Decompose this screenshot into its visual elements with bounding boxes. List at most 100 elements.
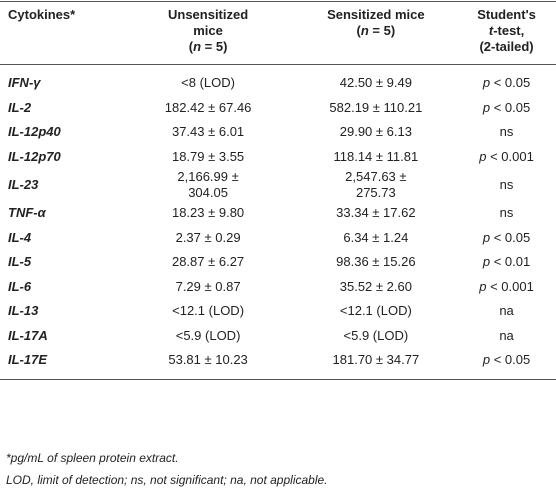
table-cell: 42.50 ± 9.49 — [295, 65, 457, 96]
table-row: IL-5 28.87 ± 6.27 98.36 ± 15.26 p < 0.01 — [0, 250, 556, 275]
table-cell: 18.23 ± 9.80 — [122, 201, 295, 226]
table-row: IL-12p40 37.43 ± 6.01 29.90 ± 6.13 ns — [0, 120, 556, 145]
text: p — [482, 99, 491, 115]
table-cell: 28.87 ± 6.27 — [122, 250, 295, 275]
footnote: LOD, limit of detection; ns, not signifi… — [6, 473, 328, 487]
table-row: IL-17E 53.81 ± 10.23 181.70 ± 34.77 p < 0.0… — [0, 348, 556, 380]
table-cell: <5.9 (LOD) — [122, 324, 295, 349]
text: t — [488, 23, 494, 38]
table-cell: IL-13 — [0, 299, 122, 324]
table-cell: IL-5 — [0, 250, 122, 275]
text: TNF-α — [8, 205, 46, 221]
text: n — [193, 39, 202, 54]
text: 18.79 ± 3.55 — [171, 148, 245, 164]
text: ( — [188, 39, 194, 54]
text: p — [482, 352, 491, 368]
text: < 0.001 — [486, 148, 534, 164]
text: ns — [499, 124, 514, 140]
table-cell: 37.43 ± 6.01 — [122, 120, 295, 145]
text: 182.42 ± 67.46 — [164, 99, 252, 115]
header-row: Cytokines* Unsensitized mice (n = 5) Sensiti… — [0, 1, 556, 65]
text: na — [499, 303, 514, 319]
text: (2-tailed) — [479, 39, 534, 54]
header-cell: Student's t-test, (2-tailed) — [457, 1, 556, 65]
text: IL-2 — [8, 99, 32, 115]
text: p — [482, 254, 491, 270]
table-cell: <5.9 (LOD) — [295, 324, 457, 349]
table-cell: IL-2 — [0, 96, 122, 121]
text: p — [479, 278, 487, 294]
table-cell: IL-4 — [0, 226, 122, 251]
table-cell: <12.1 (LOD) — [122, 299, 295, 324]
table-cell: 53.81 ± 10.23 — [121, 348, 295, 380]
table-cell: p < 0.05 — [457, 96, 556, 121]
table-cell: 118.14 ± 11.81 — [295, 145, 457, 170]
text: <5.9 (LOD) — [175, 327, 241, 343]
cytokine-table: Cytokines* Unsensitized mice (n = 5) Sensiti… — [0, 1, 556, 380]
table-row: IL-6 7.29 ± 0.87 35.52 ± 2.60 p < 0.001 — [0, 275, 556, 300]
text: = 5) — [368, 23, 396, 38]
table-cell: IL-17A — [0, 324, 122, 349]
text: < 0.001 — [486, 278, 534, 294]
text: < 0.05 — [490, 229, 531, 245]
text: ns — [499, 205, 514, 221]
table-header: Cytokines* Unsensitized mice (n = 5) Sensiti… — [0, 1, 556, 65]
table-cell: 18.79 ± 3.55 — [122, 145, 295, 170]
table-cell: TNF-α — [0, 201, 122, 226]
text: = 5) — [201, 39, 228, 54]
text: IL-6 — [8, 278, 32, 294]
table-cell: 2.37 ± 0.29 — [122, 226, 295, 251]
table-cell: IL-12p70 — [0, 145, 122, 170]
text: p — [479, 148, 487, 164]
text: IL-12p40 — [8, 124, 61, 140]
footnote: *pg/mL of spleen protein extract. — [6, 451, 179, 465]
header-cell: Cytokines* — [0, 1, 122, 65]
text: <12.1 (LOD) — [339, 303, 412, 319]
table-row: IL-12p70 18.79 ± 3.55 118.14 ± 11.81 p < 0.… — [0, 145, 556, 170]
text: IL-5 — [8, 254, 32, 270]
text: 37.43 ± 6.01 — [171, 124, 245, 140]
table-cell: p < 0.05 — [457, 65, 556, 96]
text: 118.14 ± 11.81 — [333, 148, 419, 164]
text: < 0.05 — [490, 75, 531, 91]
text: 275.73 — [355, 185, 396, 200]
text: IL-12p70 — [8, 148, 61, 164]
table-body: IFN-γ <8 (LOD) 42.50 ± 9.49 p < 0.05 IL-2 182… — [0, 65, 556, 380]
text: 98.36 ± 15.26 — [336, 254, 416, 270]
table-cell: p < 0.001 — [457, 275, 556, 300]
text: IL-4 — [8, 229, 32, 245]
text: p — [482, 229, 491, 245]
table-cell: 7.29 ± 0.87 — [122, 275, 295, 300]
table-row: TNF-α 18.23 ± 9.80 33.34 ± 17.62 ns — [0, 201, 556, 226]
text: 181.70 ± 34.77 — [332, 352, 420, 368]
text: 7.29 ± 0.87 — [175, 278, 241, 294]
text: < 0.01 — [490, 254, 531, 270]
table-cell: <8 (LOD) — [122, 65, 295, 96]
table-cell: na — [457, 299, 556, 324]
text: na — [499, 327, 514, 343]
text: 304.05 — [188, 185, 228, 200]
text: Student's — [477, 7, 536, 22]
header-cell: Unsensitized mice (n = 5) — [121, 1, 295, 65]
table-cell: IL-17E — [0, 348, 122, 380]
table-row: IFN-γ <8 (LOD) 42.50 ± 9.49 p < 0.05 — [0, 65, 556, 96]
text: p — [482, 75, 491, 91]
text: IL-17A — [8, 327, 48, 343]
table-cell: 582.19 ± 110.21 — [295, 96, 457, 121]
text: IFN-γ — [8, 75, 41, 91]
text: < 0.05 — [490, 99, 531, 115]
text: mice — [193, 23, 223, 38]
header-cell: Sensitized mice (n = 5) — [294, 1, 458, 65]
text: 33.34 ± 17.62 — [336, 205, 416, 221]
table-cell: ns — [457, 120, 556, 145]
text: 35.52 ± 2.60 — [339, 278, 412, 294]
table-cell: IFN-γ — [0, 65, 122, 96]
text: 2,166.99 ± — [177, 169, 239, 184]
text: 53.81 ± 10.23 — [168, 352, 248, 368]
text: IL-23 — [8, 177, 39, 192]
text: 42.50 ± 9.49 — [339, 75, 412, 91]
text: <5.9 (LOD) — [343, 327, 409, 343]
table-cell: p < 0.05 — [457, 226, 556, 251]
text: -test, — [493, 23, 525, 38]
